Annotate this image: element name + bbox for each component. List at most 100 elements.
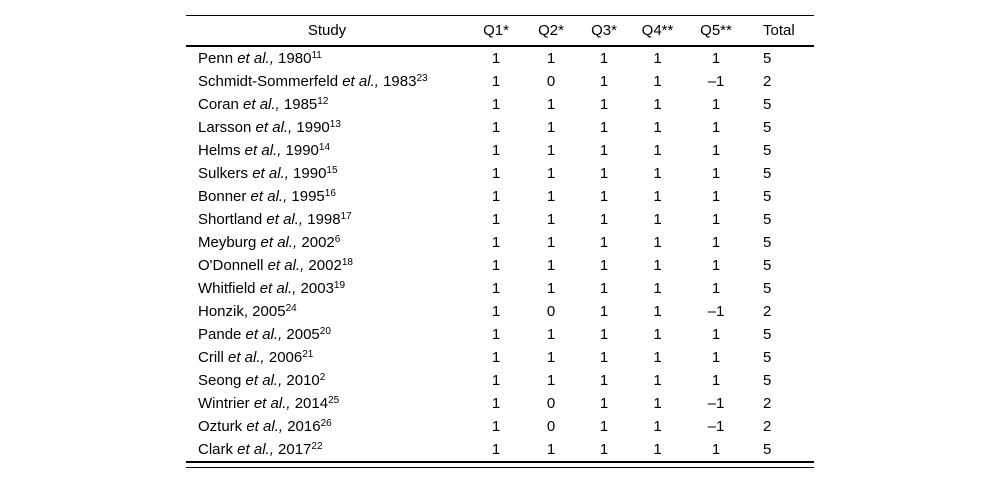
et-al-italic: et al.,	[342, 73, 379, 90]
total-cell: 2	[763, 303, 772, 320]
col-header-q3: Q3*	[578, 15, 630, 47]
col-header-q4: Q4**	[630, 15, 685, 47]
q3-cell: 1	[599, 234, 609, 251]
header-row: Study Q1* Q2* Q3* Q4** Q5** Total	[186, 15, 814, 47]
et-al-italic: et al.,	[252, 165, 289, 182]
q3-cell: 1	[599, 395, 609, 412]
study-cell: Seong et al., 20102	[198, 372, 326, 389]
q2-cell: 1	[546, 119, 556, 136]
reference-superscript: 13	[329, 119, 341, 130]
table-row: O'Donnell et al., 200218 1 1 1 1 1 5	[186, 254, 814, 277]
q5-cell: 1	[711, 119, 721, 136]
study-cell: Ozturk et al., 201626	[198, 418, 332, 435]
col-header-study: Study	[186, 15, 468, 47]
col-header-q5: Q5**	[685, 15, 747, 47]
q4-cell: 1	[653, 303, 662, 320]
q5-cell: –1	[707, 73, 725, 90]
et-al-italic: et al.,	[250, 188, 288, 205]
q1-cell: 1	[491, 303, 501, 320]
table-row: Helms et al., 199014 1 1 1 1 1 5	[186, 139, 814, 162]
q5-cell: 1	[711, 165, 721, 182]
table-row: Bonner et al., 199516 1 1 1 1 1 5	[186, 185, 814, 208]
reference-superscript: 12	[317, 96, 329, 107]
reference-superscript: 23	[416, 73, 428, 84]
q2-cell: 1	[546, 211, 556, 228]
col-header-total: Total	[747, 15, 814, 47]
q2-cell: 1	[546, 96, 556, 113]
q1-cell: 1	[491, 418, 501, 435]
q1-cell: 1	[491, 50, 501, 67]
total-cell: 5	[763, 211, 772, 228]
q1-cell: 1	[491, 188, 501, 205]
q3-cell: 1	[599, 188, 609, 205]
study-cell: Crill et al., 200621	[198, 349, 314, 366]
reference-superscript: 15	[326, 165, 338, 176]
q1-cell: 1	[491, 165, 501, 182]
study-cell: Coran et al., 198512	[198, 96, 329, 113]
q5-cell: 1	[711, 211, 721, 228]
study-cell: Schmidt-Sommerfeld et al., 198323	[198, 73, 428, 90]
q2-cell: 1	[546, 257, 556, 274]
q2-cell: 1	[546, 441, 556, 458]
q4-cell: 1	[653, 165, 662, 182]
q1-cell: 1	[491, 73, 501, 90]
total-cell: 5	[763, 234, 772, 251]
total-cell: 5	[763, 326, 772, 343]
q5-cell: 1	[711, 326, 721, 343]
study-cell: Honzik, 200524	[198, 303, 297, 320]
q3-cell: 1	[599, 96, 609, 113]
q1-cell: 1	[491, 119, 501, 136]
table-row: Whitfield et al., 200319 1 1 1 1 1 5	[186, 277, 814, 300]
reference-superscript: 6	[334, 234, 341, 245]
q1-cell: 1	[491, 441, 501, 458]
q5-cell: 1	[711, 234, 721, 251]
et-al-italic: et al.,	[246, 418, 284, 435]
q3-cell: 1	[599, 211, 609, 228]
q1-cell: 1	[491, 96, 501, 113]
table-row: Sulkers et al., 199015 1 1 1 1 1 5	[186, 162, 814, 185]
reference-superscript: 18	[341, 257, 353, 268]
quality-assessment-table: Study Q1* Q2* Q3* Q4** Q5** Total Penn e…	[186, 15, 814, 468]
q3-cell: 1	[599, 280, 609, 297]
q2-cell: 0	[546, 303, 556, 320]
reference-superscript: 19	[333, 280, 346, 291]
reference-superscript: 20	[319, 326, 331, 337]
study-cell: Shortland et al., 199817	[198, 211, 352, 228]
q2-cell: 1	[546, 165, 556, 182]
total-cell: 5	[763, 349, 772, 366]
study-cell: Pande et al., 200520	[198, 326, 331, 343]
et-al-italic: et al.,	[259, 280, 297, 297]
total-cell: 5	[763, 257, 772, 274]
q4-cell: 1	[653, 257, 662, 274]
q4-cell: 1	[653, 326, 662, 343]
et-al-italic: et al.,	[228, 349, 265, 366]
q3-cell: 1	[599, 257, 609, 274]
q2-cell: 1	[546, 142, 556, 159]
total-cell: 5	[763, 142, 772, 159]
total-cell: 2	[763, 395, 772, 412]
q3-cell: 1	[599, 441, 609, 458]
total-cell: 5	[763, 372, 772, 389]
q5-cell: 1	[711, 349, 721, 366]
study-cell: Whitfield et al., 200319	[198, 280, 346, 297]
total-cell: 2	[763, 73, 772, 90]
q5-cell: 1	[711, 188, 721, 205]
q1-cell: 1	[491, 211, 501, 228]
q1-cell: 1	[491, 326, 501, 343]
et-al-italic: et al.,	[237, 441, 274, 458]
q1-cell: 1	[491, 395, 501, 412]
reference-superscript: 24	[285, 303, 297, 314]
q5-cell: 1	[711, 50, 721, 67]
table-row: Schmidt-Sommerfeld et al., 198323 1 0 1 1 –1 2	[186, 70, 814, 93]
reference-superscript: 16	[324, 188, 336, 199]
q5-cell: 1	[711, 96, 721, 113]
total-cell: 5	[763, 50, 772, 67]
study-cell: Larsson et al., 199013	[198, 119, 341, 136]
q3-cell: 1	[599, 50, 609, 67]
et-al-italic: et al.,	[255, 119, 293, 136]
q3-cell: 1	[599, 142, 609, 159]
q3-cell: 1	[599, 119, 609, 136]
table-row: Wintrier et al., 201425 1 0 1 1 –1 2	[186, 392, 814, 415]
total-cell: 5	[763, 96, 772, 113]
q5-cell: 1	[711, 257, 721, 274]
